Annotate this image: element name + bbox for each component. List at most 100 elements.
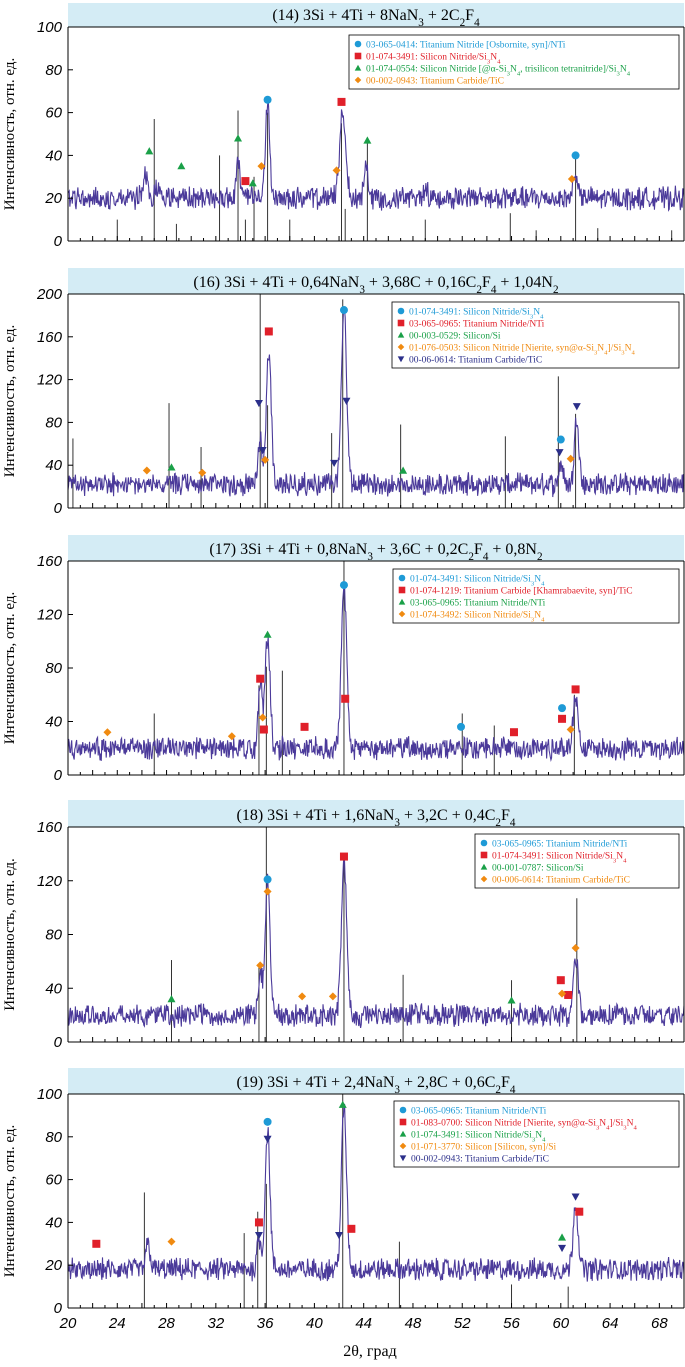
marker-circle: [556, 435, 565, 444]
marker-triangle: [397, 331, 405, 338]
marker-triangle: [338, 1100, 347, 1108]
legend-box: [474, 833, 680, 889]
marker-diamond: [198, 468, 207, 477]
diffraction-line: [67, 1103, 685, 1282]
y-tick-label: 60: [45, 1172, 62, 1189]
legend-entry: 00-002-0943: Titanium Carbide/TiC: [366, 77, 504, 87]
legend-entry: 01-074-3492: Silicon Nitride/Si3N4: [410, 611, 545, 624]
legend-entry: 01-071-3770: Silicon [Silicon, syn]/Si: [411, 1143, 557, 1153]
marker-circle: [354, 40, 362, 48]
y-tick-label: 120: [37, 607, 63, 624]
marker-square: [575, 1207, 584, 1216]
marker-diamond: [566, 725, 575, 734]
marker-diamond: [397, 343, 405, 351]
y-tick-label: 40: [45, 714, 62, 731]
x-tick-label: 40: [306, 1315, 323, 1332]
marker-triangle: [507, 996, 516, 1004]
marker-triangle: [399, 1130, 407, 1137]
marker-diamond: [227, 732, 236, 741]
x-tick-label: 20: [59, 1315, 77, 1332]
marker-triangle: [558, 1233, 567, 1241]
chart-panels: (14) 3Si + 4Ti + 8NaN3 + 2C2F4 0 20 40 60 80 1…: [2, 3, 685, 1317]
marker-triangle: [480, 863, 488, 870]
marker-square: [92, 1239, 101, 1248]
legend-entry: 01-083-0700: Silicon Nitride [Nierite, s…: [411, 1119, 637, 1132]
marker-triangle-down: [258, 447, 267, 455]
marker-circle: [263, 95, 272, 104]
legend-entry: 01-074-3491: Silicon Nitride/Si3N4: [410, 575, 545, 588]
marker-circle: [263, 1117, 272, 1126]
chart-panel-1: (14) 3Si + 4Ti + 8NaN3 + 2C2F4 0 20 40 60 80 1…: [2, 3, 685, 250]
panel-title: (17) 3Si + 4Ti + 0,8NaN3 + 3,6C + 0,2C2F…: [209, 541, 542, 563]
marker-diamond: [263, 887, 272, 896]
panel-title: (16) 3Si + 4Ti + 0,64NaN3 + 3,68C + 0,16…: [193, 274, 558, 296]
x-tick-label: 28: [157, 1315, 175, 1332]
marker-square: [254, 1218, 263, 1227]
legend-entry: 01-074-3491: Silicon Nitride/Si3N4: [411, 1131, 546, 1144]
y-axis-label: Интенсивность, отн. ед.: [2, 58, 18, 211]
marker-square: [558, 714, 567, 723]
legend-entry: 03-065-0965: Titanium Nitride/NTi: [492, 840, 628, 850]
legend: 01-074-3491: Silicon Nitride/Si3N403-065…: [391, 301, 680, 369]
legend: 03-065-0414: Titanium Nitride [Osbornite…: [348, 34, 680, 90]
y-tick-label: 20: [44, 190, 62, 207]
y-tick-label: 0: [54, 1300, 63, 1317]
marker-diamond: [328, 992, 337, 1001]
y-tick-label: 80: [45, 414, 62, 431]
marker-triangle-down: [571, 1193, 580, 1201]
marker-triangle: [398, 598, 406, 605]
marker-square: [259, 725, 268, 734]
marker-square: [354, 52, 362, 60]
marker-circle: [397, 307, 405, 315]
legend-entry: 00-006-0614: Titanium Carbide/TiC: [492, 876, 630, 886]
legend-entry: 00-002-0943: Titanium Carbide/TiC: [411, 1155, 549, 1165]
diffraction-line: [67, 853, 685, 1028]
legend-entry: 01-074-3491: Silicon Nitride/Si3N4: [409, 308, 544, 321]
marker-triangle-down: [555, 449, 564, 457]
marker-square: [556, 976, 565, 985]
marker-square: [241, 177, 250, 186]
legend-entry: 00-001-0787: Silicon/Si: [492, 864, 584, 874]
legend-box: [391, 301, 680, 369]
legend-entry: 01-074-0554: Silicon Nitride [@α-Si3N4, …: [366, 65, 631, 78]
legend-box: [392, 568, 680, 624]
marker-circle: [399, 1106, 407, 1114]
marker-diamond: [332, 166, 341, 175]
marker-square: [347, 1224, 356, 1233]
marker-triangle-down: [572, 403, 581, 411]
y-tick-label: 100: [37, 1086, 63, 1103]
y-tick-label: 160: [37, 329, 63, 346]
marker-triangle-down: [254, 399, 263, 408]
y-tick-label: 120: [37, 873, 63, 890]
x-tick-label: 56: [503, 1315, 520, 1332]
legend-entry: 01-074-1219: Titanium Carbide [Khamrabae…: [410, 587, 633, 597]
y-tick-label: 40: [45, 147, 62, 164]
marker-triangle: [263, 630, 272, 638]
marker-diamond: [142, 466, 151, 475]
diffraction-line: [67, 99, 685, 212]
legend: 01-074-3491: Silicon Nitride/Si3N401-074…: [392, 568, 680, 624]
marker-circle: [398, 574, 406, 582]
chart-panel-2: (16) 3Si + 4Ti + 0,64NaN3 + 3,68C + 0,16…: [2, 268, 685, 517]
marker-circle: [339, 306, 348, 315]
y-tick-label: 0: [54, 233, 63, 250]
y-tick-label: 0: [54, 1034, 63, 1051]
marker-square: [571, 685, 580, 694]
y-tick-label: 60: [45, 105, 62, 122]
x-tick-label: 52: [454, 1315, 471, 1332]
marker-diamond: [567, 174, 576, 183]
x-tick-label: 36: [257, 1315, 274, 1332]
x-tick-label: 60: [552, 1315, 569, 1332]
marker-triangle: [354, 64, 362, 71]
marker-square: [480, 851, 488, 859]
marker-circle: [339, 581, 348, 590]
x-tick-label: 32: [207, 1315, 224, 1332]
marker-diamond: [480, 875, 488, 883]
marker-square: [509, 728, 518, 737]
marker-diamond: [571, 943, 580, 952]
y-tick-label: 40: [45, 980, 62, 997]
panel-title-bar: [68, 800, 684, 827]
marker-circle: [480, 839, 488, 847]
marker-diamond: [399, 1142, 407, 1150]
y-tick-label: 160: [37, 819, 63, 836]
